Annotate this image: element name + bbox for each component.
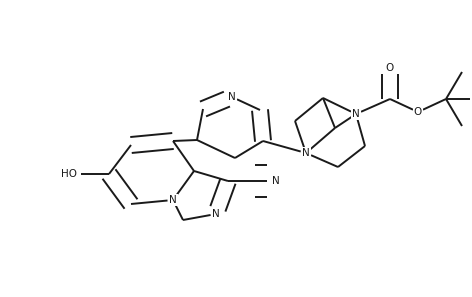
Text: HO: HO xyxy=(61,169,77,179)
Text: N: N xyxy=(352,109,360,119)
Text: N: N xyxy=(169,195,177,205)
Text: N: N xyxy=(228,92,236,102)
Text: N: N xyxy=(212,209,220,219)
Text: N: N xyxy=(272,176,280,186)
Text: O: O xyxy=(414,107,422,117)
Text: O: O xyxy=(386,63,394,73)
Text: N: N xyxy=(302,148,310,158)
